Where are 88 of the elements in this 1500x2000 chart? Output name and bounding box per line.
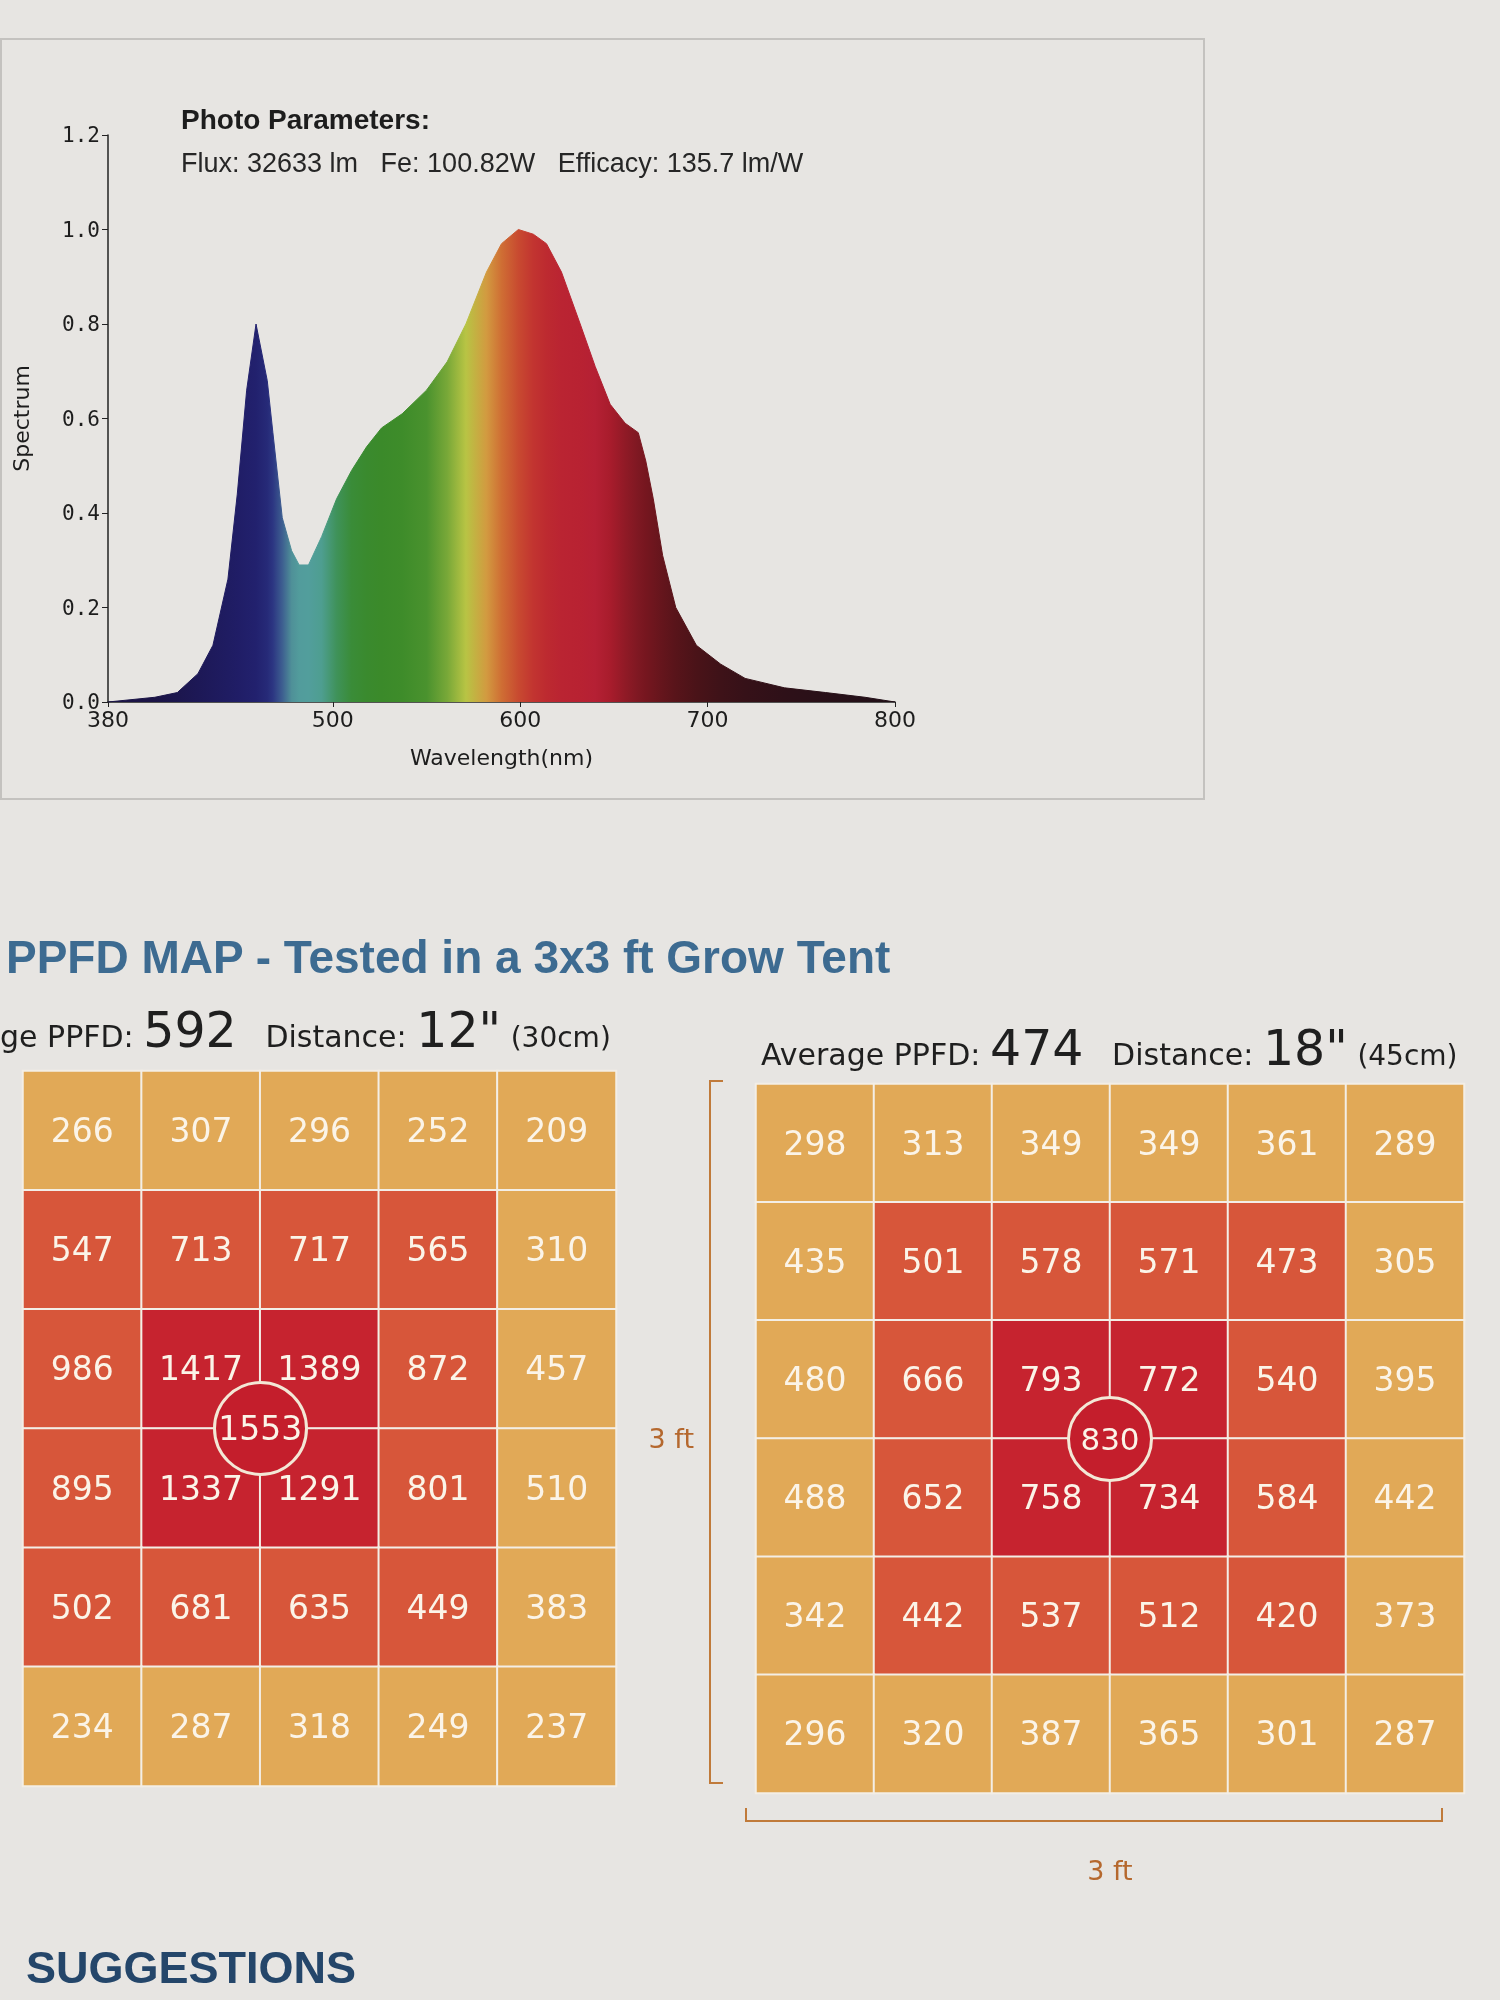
data-label: 289	[1373, 1123, 1437, 1163]
data-label: 793	[1019, 1359, 1083, 1399]
data-label: 318	[288, 1706, 351, 1746]
x-axis-title: Wavelength(nm)	[409, 744, 594, 770]
data-label: 373	[1373, 1596, 1437, 1636]
x-tick-label: 600	[499, 706, 542, 732]
data-label: 734	[1137, 1478, 1201, 1518]
data-label: 666	[901, 1359, 965, 1399]
y-axis-title: Spectrum	[8, 365, 34, 472]
data-label: 1417	[158, 1349, 243, 1389]
data-label: 537	[1019, 1596, 1083, 1636]
y-tick-label: 0.2	[62, 595, 100, 620]
data-label: 501	[901, 1241, 965, 1281]
data-label: 480	[783, 1359, 847, 1399]
data-label: 584	[1255, 1478, 1319, 1518]
annotation: 1553	[218, 1409, 303, 1448]
data-label: 473	[1255, 1241, 1319, 1281]
data-label: 349	[1019, 1123, 1083, 1163]
data-label: 349	[1137, 1123, 1201, 1163]
data-label: 442	[1373, 1478, 1437, 1518]
data-label: 442	[901, 1596, 965, 1636]
y-tick-label: 1.0	[62, 217, 100, 242]
data-label: 772	[1137, 1359, 1201, 1399]
data-label: 387	[1019, 1714, 1083, 1754]
data-label: 383	[525, 1587, 589, 1627]
data-label: 1389	[277, 1349, 362, 1389]
data-label: 872	[406, 1349, 470, 1389]
y-tick-label: 0.6	[62, 406, 100, 431]
data-label: 717	[288, 1230, 351, 1270]
y-tick-label: 1.2	[62, 123, 100, 147]
data-label: 540	[1255, 1359, 1319, 1399]
data-label: 209	[525, 1111, 589, 1151]
y-tick-label: 0.8	[62, 312, 100, 336]
chart-subtitle: ge PPFD: 592 Distance: 12" (30cm)	[0, 1002, 611, 1059]
data-label: 342	[783, 1596, 847, 1636]
data-label: 801	[406, 1468, 470, 1508]
text: Flux: 32633 lm Fe: 100.82W Efficacy: 135.7 lm/W	[181, 147, 804, 178]
x-tick-label: 700	[686, 706, 729, 732]
data-label: 420	[1255, 1596, 1319, 1636]
chart-title: PPFD MAP - Tested in a 3x3 ft Grow Tent	[6, 930, 891, 984]
data-label: 1291	[277, 1468, 362, 1508]
x-tick-label: 800	[874, 706, 916, 732]
data-label: 310	[525, 1230, 589, 1270]
data-label: 287	[169, 1706, 233, 1746]
text: SUGGESTIONS	[26, 1942, 357, 1994]
data-label: 578	[1019, 1241, 1083, 1281]
data-label: 249	[406, 1706, 470, 1746]
data-label: 237	[525, 1706, 589, 1746]
data-label: 305	[1373, 1241, 1437, 1281]
data-label: 652	[901, 1478, 965, 1518]
data-label: 313	[901, 1123, 965, 1163]
annotation: 830	[1080, 1420, 1140, 1457]
data-label: 252	[406, 1111, 470, 1151]
data-label: 449	[406, 1587, 470, 1627]
data-label: 510	[525, 1468, 589, 1508]
data-label: 307	[169, 1111, 233, 1151]
data-label: 457	[525, 1349, 589, 1389]
y-tick-label: 0.4	[62, 501, 100, 525]
data-label: 488	[783, 1478, 847, 1518]
data-label: 565	[406, 1230, 470, 1270]
data-label: 758	[1019, 1478, 1083, 1518]
x-tick-label: 500	[311, 706, 354, 732]
data-label: 713	[169, 1230, 233, 1270]
data-label: 301	[1255, 1714, 1319, 1754]
data-label: 296	[288, 1111, 351, 1151]
data-label: 296	[783, 1714, 847, 1754]
data-label: 635	[288, 1587, 351, 1627]
chart-title: Photo Parameters:	[181, 103, 430, 135]
data-label: 395	[1373, 1359, 1437, 1399]
data-label: 512	[1137, 1596, 1201, 1636]
data-label: 234	[50, 1706, 114, 1746]
x-axis-title: 3 ft	[1087, 1855, 1133, 1886]
data-label: 298	[783, 1123, 847, 1163]
data-label: 287	[1373, 1714, 1437, 1754]
data-label: 571	[1137, 1241, 1201, 1281]
data-label: 361	[1255, 1123, 1319, 1163]
data-label: 365	[1137, 1714, 1201, 1754]
chart-subtitle: Average PPFD: 474 Distance: 18" (45cm)	[761, 1020, 1458, 1077]
data-label: 986	[50, 1349, 114, 1389]
y-axis-title: 3 ft	[648, 1423, 694, 1454]
data-label: 320	[901, 1714, 965, 1754]
data-label: 502	[50, 1587, 114, 1627]
data-label: 681	[169, 1587, 233, 1627]
data-label: 547	[50, 1230, 114, 1270]
data-label: 895	[50, 1468, 114, 1508]
data-label: 266	[50, 1111, 114, 1151]
data-label: 1337	[158, 1468, 243, 1508]
data-label: 435	[783, 1241, 847, 1281]
